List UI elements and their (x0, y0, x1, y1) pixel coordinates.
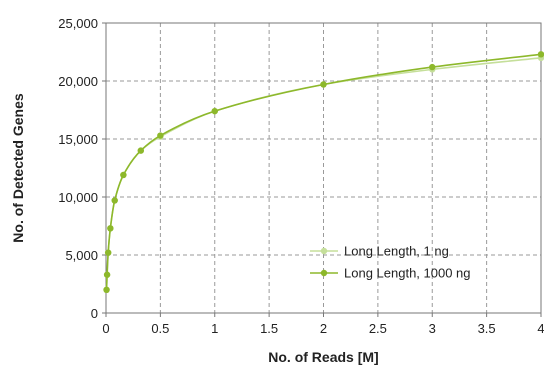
data-point (104, 249, 112, 256)
y-tick-label: 25,000 (58, 16, 98, 31)
x-tick-label: 1 (211, 321, 218, 336)
y-tick-label: 15,000 (58, 132, 98, 147)
x-tick-label: 1.5 (260, 321, 278, 336)
data-point (137, 147, 144, 154)
x-tick-label: 2 (320, 321, 327, 336)
data-point (103, 271, 111, 278)
legend-label: Long Length, 1 ng (344, 244, 449, 259)
data-point (103, 286, 110, 293)
y-axis-title: No. of Detected Genes (10, 93, 26, 243)
data-point (111, 197, 118, 204)
y-tick-label: 5,000 (65, 248, 98, 263)
x-tick-label: 0 (102, 321, 109, 336)
data-point (157, 132, 164, 139)
x-axis: 0 0.5 1 1.5 2 2.5 3 3.5 4 (102, 313, 544, 336)
grid (106, 23, 541, 313)
y-tick-label: 20,000 (58, 74, 98, 89)
data-point (320, 81, 327, 88)
data-point (537, 51, 544, 58)
series-layer (103, 51, 544, 293)
x-tick-label: 0.5 (151, 321, 169, 336)
x-axis-title: No. of Reads [M] (268, 349, 378, 365)
y-tick-label: 10,000 (58, 190, 98, 205)
x-tick-label: 2.5 (369, 321, 387, 336)
data-point (211, 107, 218, 115)
data-point (107, 225, 114, 232)
series-2 (103, 51, 544, 293)
data-point (120, 171, 127, 179)
y-tick-label: 0 (91, 306, 98, 321)
data-point (429, 63, 436, 71)
legend: Long Length, 1 ng Long Length, 1000 ng (310, 244, 471, 281)
x-tick-label: 4 (537, 321, 544, 336)
legend-swatch-marker (320, 247, 328, 255)
x-tick-label: 3.5 (478, 321, 496, 336)
y-axis: 0 5,000 10,000 15,000 20,000 25,000 (58, 16, 106, 321)
x-tick-label: 3 (429, 321, 436, 336)
legend-swatch-marker (320, 269, 328, 277)
legend-label: Long Length, 1000 ng (344, 266, 471, 281)
